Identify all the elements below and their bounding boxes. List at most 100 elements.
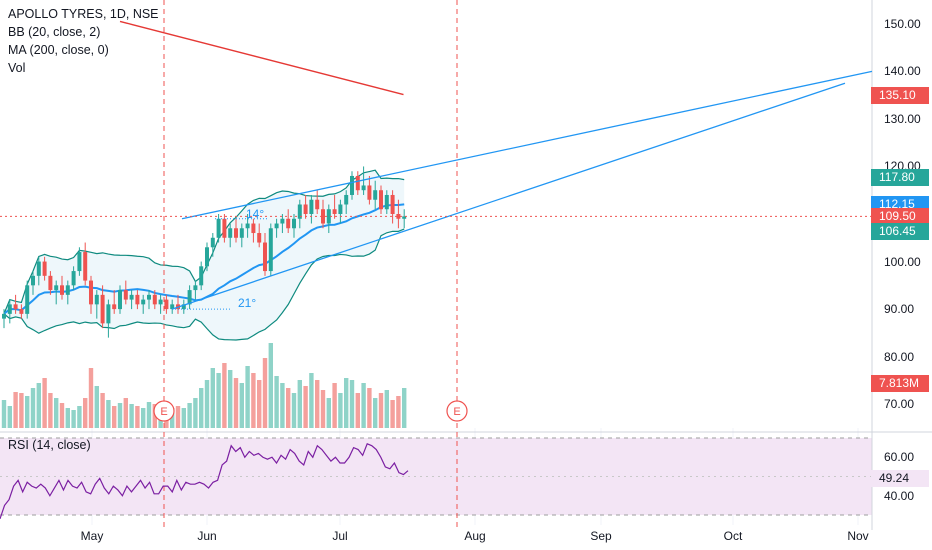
volume-bar — [77, 406, 82, 428]
upper-trendline — [181, 70, 873, 220]
price-tick-label: 80.00 — [884, 349, 915, 364]
volume-bar — [135, 406, 140, 428]
candle-body — [373, 190, 378, 200]
candle-body — [135, 294, 140, 305]
volume-bar — [112, 406, 117, 428]
candle-body — [367, 185, 372, 200]
candle-body — [239, 228, 244, 238]
candle-body — [355, 175, 360, 191]
candle-body — [54, 285, 59, 291]
candle-body — [338, 204, 343, 214]
price-badge: 117.80 — [871, 168, 929, 186]
volume-bar — [13, 392, 18, 428]
candle-body — [112, 304, 117, 310]
volume-bar — [222, 363, 227, 428]
price-badge: 109.50 — [871, 208, 929, 226]
candle-body — [245, 223, 250, 229]
ma-indicator-label[interactable]: MA (200, close, 0) — [8, 43, 109, 57]
angle-label: 21° — [238, 296, 256, 310]
volume-bar — [315, 380, 320, 428]
volume-bar — [1, 400, 7, 428]
rsi-tick-label: 40.00 — [884, 488, 915, 503]
volume-bar — [390, 400, 395, 428]
volume-bar — [367, 388, 372, 428]
time-tick-label: Oct — [723, 529, 743, 543]
candle-body — [332, 209, 337, 214]
volume-bar — [361, 383, 366, 428]
volume-bar — [297, 380, 302, 428]
candle-body — [199, 266, 204, 286]
candle-body — [158, 299, 163, 305]
earnings-marker — [446, 400, 468, 422]
volume-bar — [257, 380, 262, 428]
symbol-title[interactable]: APOLLO TYRES, 1D, NSE — [8, 7, 159, 21]
volume-bar — [309, 373, 314, 428]
volume-bar — [384, 390, 389, 428]
candle-body — [292, 218, 296, 229]
rsi-indicator-label[interactable]: RSI (14, close) — [8, 438, 91, 452]
candle-body — [263, 242, 267, 272]
price-badge: 7.813M — [871, 375, 929, 392]
candle-body — [123, 290, 128, 300]
earnings-marker — [153, 400, 175, 422]
candle-body — [118, 290, 122, 310]
candle-body — [31, 275, 35, 286]
volume-bar — [7, 406, 12, 428]
candle-body — [390, 194, 395, 214]
volume-bar — [280, 383, 285, 428]
candle-body — [297, 204, 302, 219]
angle-label: 14° — [246, 207, 264, 221]
volume-bar — [187, 403, 192, 428]
volume-bar — [88, 368, 94, 428]
candle-body — [234, 228, 238, 238]
bb-upper-band — [3, 169, 405, 315]
volume-bar — [123, 398, 128, 428]
volume-bar — [141, 408, 146, 428]
volume-bar — [30, 388, 36, 428]
candle-body — [170, 304, 175, 310]
volume-bar — [19, 393, 24, 428]
volume-bar — [94, 386, 99, 428]
candle-body — [216, 218, 221, 238]
volume-bar — [291, 393, 297, 428]
volume-bar — [373, 398, 378, 428]
candle-body — [222, 218, 227, 238]
volume-bar — [42, 378, 47, 428]
volume-bar — [170, 408, 175, 428]
candle-body — [309, 199, 314, 214]
volume-bar — [349, 380, 355, 428]
candle-body — [89, 280, 93, 305]
candle-body — [129, 294, 134, 300]
time-tick-label: Jul — [332, 529, 348, 543]
vol-indicator-label[interactable]: Vol — [8, 61, 26, 75]
candle-body — [36, 261, 41, 276]
candle-body — [315, 199, 320, 210]
candle-body — [77, 252, 82, 272]
price-tick-label: 150.00 — [884, 16, 921, 31]
price-tick-label: 90.00 — [884, 302, 915, 317]
candle-body — [274, 223, 279, 229]
price-tick-label: 70.00 — [884, 397, 915, 412]
candle-body — [2, 313, 6, 319]
volume-bar — [100, 393, 105, 428]
volume-bar — [274, 376, 279, 428]
candle-body — [13, 304, 18, 310]
volume-bar — [175, 406, 181, 428]
volume-bar — [210, 368, 215, 428]
price-badge: 135.10 — [871, 86, 929, 104]
bb-lower-band — [3, 228, 405, 341]
candle-body — [7, 304, 12, 314]
candle-body — [60, 285, 64, 295]
candle-body — [141, 299, 146, 305]
price-badge: 49.24 — [871, 469, 929, 487]
volume-bar — [199, 388, 204, 428]
volume-bar — [344, 378, 349, 428]
time-tick-label: Jun — [197, 529, 217, 543]
lower-trendline — [171, 82, 846, 310]
volume-bar — [146, 402, 152, 428]
bb-indicator-label[interactable]: BB (20, close, 2) — [8, 25, 101, 39]
candle-body — [187, 290, 192, 305]
candle-body — [210, 237, 215, 248]
volume-bar — [204, 380, 210, 428]
